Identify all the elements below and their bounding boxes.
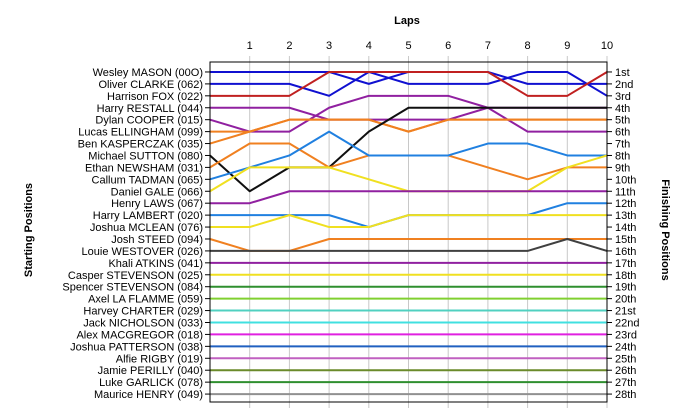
finishing-label: 24th	[615, 341, 636, 353]
finishing-label: 7th	[615, 139, 630, 151]
starting-label: Harrison FOX (022)	[107, 91, 203, 103]
finishing-label: 28th	[615, 389, 636, 401]
starting-label: Joshua MCLEAN (076)	[90, 222, 203, 234]
series-line	[209, 106, 607, 193]
starting-label: Jack NICHOLSON (033)	[83, 317, 203, 329]
series-line	[209, 130, 607, 181]
y-axis-label-right: Finishing Positions	[659, 179, 671, 280]
finishing-label: 20th	[615, 294, 636, 306]
finishing-label: 1st	[615, 67, 630, 79]
starting-labels: Wesley MASON (00O)Oliver CLARKE (062)Har…	[62, 67, 210, 401]
finishing-label: 18th	[615, 270, 636, 282]
starting-label: Harry RESTALL (044)	[97, 103, 203, 115]
starting-label: Khali ATKINS (041)	[108, 258, 203, 270]
y-axis-label-left: Starting Positions	[23, 183, 35, 277]
finishing-label: 13th	[615, 210, 636, 222]
series-line	[210, 214, 607, 229]
finishing-label: 10th	[615, 174, 636, 186]
starting-label: Wesley MASON (00O)	[93, 67, 203, 79]
finishing-label: 25th	[615, 353, 636, 365]
finishing-label: 8th	[615, 150, 630, 162]
series-line	[210, 190, 607, 205]
x-tick-label: 5	[405, 40, 411, 52]
starting-label: Harry LAMBERT (020)	[93, 210, 203, 222]
finishing-label: 23rd	[615, 329, 637, 341]
finishing-label: 21st	[615, 306, 636, 318]
starting-label: Ben KASPERCZAK (035)	[78, 139, 203, 151]
starting-label: Axel LA FLAMME (059)	[88, 294, 203, 306]
x-tick-label: 10	[601, 40, 613, 52]
finishing-label: 12th	[615, 198, 636, 210]
starting-label: Josh STEED (094)	[111, 234, 203, 246]
x-tick-labels: 1 2 3 4 5 6 7 8 9 10	[247, 40, 613, 52]
x-tick-label: 3	[326, 40, 332, 52]
starting-label: Alfie RIGBY (019)	[116, 353, 203, 365]
finishing-label: 15th	[615, 234, 636, 246]
starting-label: Jamie PERILLY (040)	[98, 365, 203, 377]
finishing-label: 19th	[615, 282, 636, 294]
x-tick-label: 7	[485, 40, 491, 52]
series-line	[210, 237, 608, 252]
starting-label: Lucas ELLINGHAM (099)	[78, 127, 203, 139]
starting-label: Michael SUTTON (080)	[88, 150, 203, 162]
starting-label: Maurice HENRY (049)	[94, 389, 203, 401]
finishing-label: 11th	[615, 186, 636, 198]
starting-label: Callum TADMAN (065)	[92, 174, 203, 186]
x-tick-label: 9	[564, 40, 570, 52]
grid	[249, 56, 608, 408]
finishing-label: 9th	[615, 162, 630, 174]
x-tick-label: 4	[366, 40, 372, 52]
x-tick-label: 8	[525, 40, 531, 52]
series-line	[209, 94, 607, 133]
starting-label: Casper STEVENSON (025)	[68, 270, 203, 282]
starting-label: Louie WESTOVER (026)	[82, 246, 203, 258]
finishing-label: 3rd	[615, 91, 631, 103]
series-line	[209, 118, 607, 145]
x-tick-label: 6	[445, 40, 451, 52]
x-tick-label: 2	[286, 40, 292, 52]
finishing-label: 14th	[615, 222, 636, 234]
finishing-label: 4th	[615, 103, 630, 115]
starting-label: Oliver CLARKE (062)	[98, 79, 203, 91]
series-line	[210, 70, 608, 97]
starting-label: Ethan NEWSHAM (031)	[85, 162, 203, 174]
plot-frame	[209, 61, 608, 403]
finishing-label: 26th	[615, 365, 636, 377]
chart-title: Laps	[394, 15, 420, 27]
x-tick-label: 1	[247, 40, 253, 52]
finishing-label: 5th	[615, 115, 630, 127]
starting-label: Spencer STEVENSON (084)	[62, 282, 203, 294]
series-line	[210, 70, 608, 97]
starting-label: Alex MACGREGOR (018)	[76, 329, 203, 341]
series-lines	[209, 70, 608, 396]
finishing-label: 16th	[615, 246, 636, 258]
finishing-labels: 1st2nd3rd4th5th6th7th8th9th10th11th12th1…	[607, 67, 639, 401]
starting-label: Luke GARLICK (078)	[99, 377, 203, 389]
starting-label: Henry LAWS (067)	[111, 198, 203, 210]
finishing-label: 27th	[615, 377, 636, 389]
starting-label: Joshua PATTERSON (038)	[70, 341, 203, 353]
starting-label: Harvey CHARTER (029)	[83, 306, 203, 318]
finishing-label: 6th	[615, 127, 630, 139]
starting-label: Dylan COOPER (015)	[95, 115, 203, 127]
finishing-label: 22nd	[615, 317, 639, 329]
finishing-label: 2nd	[615, 79, 633, 91]
finishing-label: 17th	[615, 258, 636, 270]
starting-label: Daniel GALE (066)	[111, 186, 203, 198]
